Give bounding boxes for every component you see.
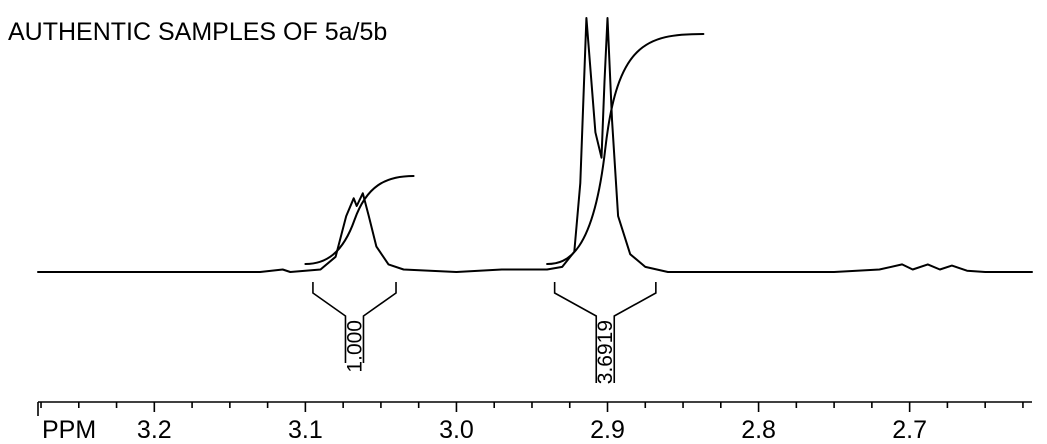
x-axis-ticks: 3.2 3.1 3.0 2.9 2.8 2.7 xyxy=(38,402,1023,444)
integral-curve xyxy=(547,34,703,264)
x-tick-label: 3.2 xyxy=(137,416,172,444)
integral-layer: 1.000 3.6919 xyxy=(305,34,703,384)
chart-title: AUTHENTIC SAMPLES OF 5a/5b xyxy=(8,18,387,46)
integral-value-label: 3.6919 xyxy=(594,320,617,384)
spectrum-trace xyxy=(38,18,1032,272)
x-tick-label: 3.0 xyxy=(439,416,474,444)
x-tick-label: 2.7 xyxy=(892,416,927,444)
integral-curve xyxy=(305,176,413,264)
integral-value-label: 1.000 xyxy=(343,320,366,373)
axis-unit-label: PPM xyxy=(42,416,96,444)
x-tick-label: 2.9 xyxy=(590,416,625,444)
x-tick-label: 3.1 xyxy=(288,416,323,444)
x-tick-label: 2.8 xyxy=(741,416,776,444)
